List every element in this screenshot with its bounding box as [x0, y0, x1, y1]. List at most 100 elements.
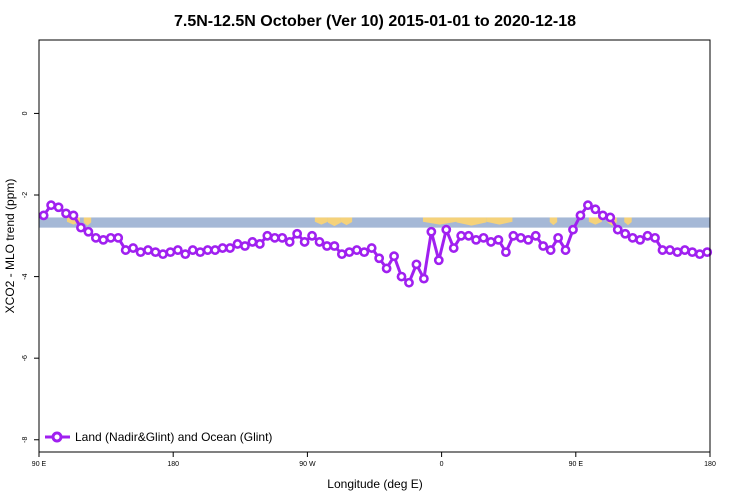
data-point [501, 247, 511, 258]
data-point [277, 232, 288, 243]
data-point [463, 230, 474, 241]
data-point [471, 234, 481, 245]
data-point [441, 224, 452, 235]
data-point [210, 245, 221, 255]
data-point [329, 241, 340, 251]
data-point [553, 232, 563, 243]
data-point [187, 245, 198, 255]
y-axis: 0 -2 -4 -6 -8 [22, 111, 39, 443]
data-point [76, 222, 86, 233]
data-point [292, 228, 303, 239]
data-point [90, 232, 101, 243]
data-point [366, 243, 377, 253]
data-point [240, 241, 250, 251]
data-point [202, 245, 213, 255]
data-point [374, 253, 385, 264]
data-point [612, 224, 623, 235]
x-tick-label: 90 E [569, 461, 584, 468]
data-point [597, 210, 608, 221]
land-segment [549, 217, 558, 226]
data-point [38, 210, 49, 221]
data-point [247, 237, 258, 247]
data-point [68, 210, 79, 221]
x-axis-label: Longitude (deg E) [327, 477, 422, 491]
land-segment [83, 217, 92, 226]
data-point [433, 255, 444, 266]
data-point [627, 232, 638, 243]
data-point [702, 247, 713, 258]
data-point [590, 204, 601, 215]
y-tick-label: -8 [22, 437, 29, 443]
data-point [344, 247, 355, 258]
ocean-band [39, 217, 710, 228]
data-point [426, 226, 437, 237]
data-point [508, 230, 519, 241]
data-point [46, 200, 57, 211]
data-point [120, 245, 131, 255]
data-point [299, 237, 310, 247]
land-segment [456, 217, 487, 226]
y-tick-label: -4 [22, 273, 29, 279]
legend-marker [51, 431, 63, 443]
data-point [396, 271, 407, 282]
chart-title: 7.5N-12.5N October (Ver 10) 2015-01-01 t… [174, 13, 576, 30]
data-point [411, 259, 422, 270]
land-segment [327, 217, 341, 227]
data-point [225, 243, 235, 253]
data-point [575, 210, 586, 221]
data-point [568, 224, 578, 235]
data-point [418, 273, 429, 284]
data-point [456, 230, 467, 241]
data-point [538, 241, 549, 251]
land-segment [422, 217, 457, 225]
data-point [620, 228, 631, 239]
data-point [530, 230, 541, 241]
land-segment [314, 217, 328, 225]
y-tick-label: -6 [22, 355, 29, 361]
data-point [135, 247, 146, 258]
data-point [336, 249, 347, 260]
data-point [515, 232, 526, 243]
land-segment [588, 217, 602, 225]
land-segment [624, 217, 632, 226]
plot-frame [38, 39, 711, 453]
data-point [523, 234, 534, 245]
y-tick-label: 0 [22, 111, 29, 115]
x-tick-label: 180 [704, 461, 716, 468]
y-axis-label: XCO2 - MLO trend (ppm) [3, 179, 17, 314]
x-tick-label: 180 [167, 461, 179, 468]
data-point [672, 247, 683, 258]
data-point [158, 249, 168, 260]
data-point [478, 232, 489, 243]
data-point [657, 245, 668, 255]
data-point [254, 239, 265, 249]
x-axis: 90 E 180 90 W 0 90 E 180 [32, 452, 716, 468]
data-point [404, 277, 414, 288]
land-segment [340, 217, 353, 226]
data-point [314, 237, 325, 247]
data-point [687, 247, 698, 258]
data-point [560, 245, 571, 255]
data-point [284, 237, 295, 247]
data-point [665, 245, 675, 255]
data-point [113, 232, 124, 243]
land-segment [486, 217, 513, 225]
data-point [322, 241, 332, 251]
data-point [217, 243, 228, 253]
data-point [642, 230, 653, 241]
data-point [195, 247, 206, 258]
data-point [83, 226, 94, 237]
data-point [269, 232, 280, 243]
x-tick-label: 90 W [299, 461, 316, 468]
data-point [694, 249, 705, 260]
data-point [53, 202, 64, 213]
y-tick-label: -2 [22, 192, 29, 198]
data-point [650, 232, 660, 243]
data-point [493, 234, 504, 245]
legend: Land (Nadir&Glint) and Ocean (Glint) [45, 430, 272, 444]
data-point [262, 230, 273, 241]
data-point [486, 237, 496, 247]
data-point [105, 232, 116, 243]
data-point [232, 239, 243, 249]
